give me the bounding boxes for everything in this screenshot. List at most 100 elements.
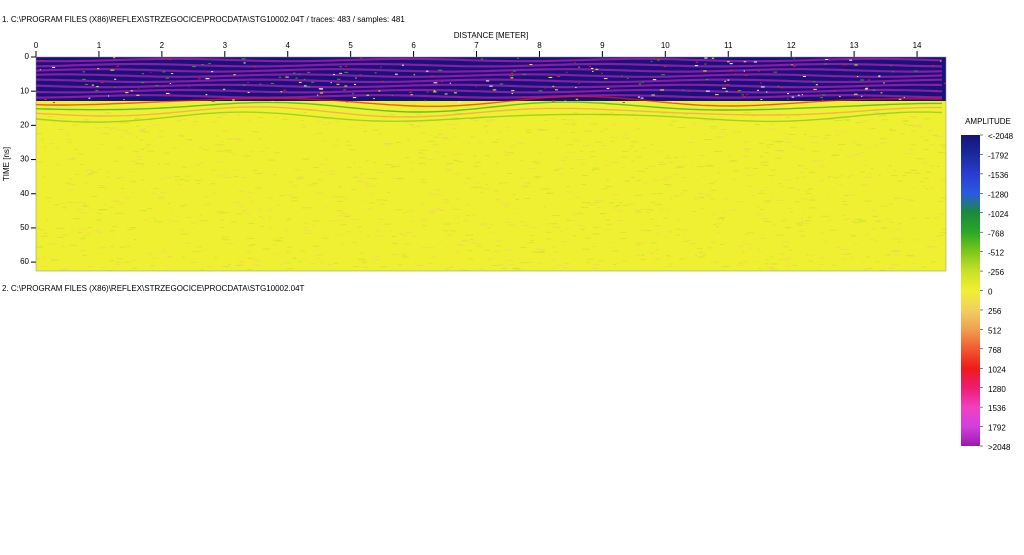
noise [54,204,60,206]
noise [67,141,72,143]
noise [704,165,712,167]
noise [314,254,323,256]
noise [133,239,137,241]
speckle [278,76,282,78]
noise [485,119,493,121]
noise [440,137,449,139]
noise [925,217,931,219]
noise [391,253,399,255]
noise [201,149,210,151]
noise [286,268,294,270]
noise [709,198,716,200]
noise [119,122,127,124]
noise [658,151,664,153]
noise [751,194,755,196]
noise [478,268,485,270]
noise [835,119,843,121]
noise [480,224,488,226]
noise [427,140,435,142]
noise [151,257,158,259]
noise [642,182,649,184]
noise [845,218,852,220]
speckle [787,98,789,100]
noise [680,229,689,231]
noise [860,171,866,173]
noise [198,162,204,164]
noise [412,161,415,163]
noise [454,113,462,115]
noise [654,204,663,206]
noise [785,265,790,267]
noise [586,258,594,260]
noise [473,182,481,184]
noise [709,126,718,128]
noise [732,131,737,133]
speckle [169,93,172,95]
noise [520,177,525,179]
noise [657,161,665,163]
noise [85,169,93,171]
noise [387,191,391,193]
noise [665,157,672,159]
noise [890,251,897,253]
noise [337,186,342,188]
noise [220,219,224,221]
noise [150,265,156,267]
noise [940,179,946,181]
noise [719,136,724,138]
speckle [651,94,655,96]
file-header: 1. C:\PROGRAM FILES (X86)\REFLEX\STRZEGO… [2,15,405,24]
speckle [511,90,515,92]
noise [46,219,49,221]
noise [921,266,925,268]
noise [405,157,410,159]
noise [544,119,548,121]
noise [319,163,327,165]
noise [173,242,179,244]
noise [520,185,526,187]
noise [879,138,887,140]
noise [659,208,664,210]
noise [863,120,868,122]
noise [628,149,632,151]
speckle [116,65,120,67]
noise [418,163,426,165]
speckle [704,57,708,59]
noise [140,130,145,132]
noise [592,264,601,266]
speckle [705,78,709,80]
noise [444,201,450,203]
noise [582,202,591,204]
noise [822,137,830,139]
noise [409,168,414,170]
noise [867,146,871,148]
noise [603,229,612,231]
noise [79,202,86,204]
noise [818,263,824,265]
noise [581,206,588,208]
noise [732,170,739,172]
noise [66,139,73,141]
speckle [943,82,946,84]
speckle [878,76,880,78]
noise [574,197,581,199]
noise [98,209,106,211]
noise [364,177,370,179]
noise [682,241,688,243]
noise [537,128,545,130]
noise [868,127,875,129]
noise [677,165,686,167]
noise [178,183,183,185]
speckle [511,93,513,95]
noise [753,124,761,126]
noise [91,195,98,197]
noise [873,112,881,114]
noise [881,228,887,230]
noise [818,180,825,182]
noise [319,171,327,173]
speckle [345,65,348,67]
noise [264,131,268,133]
plot-frame [35,56,947,272]
noise [630,141,639,143]
noise [191,124,195,126]
